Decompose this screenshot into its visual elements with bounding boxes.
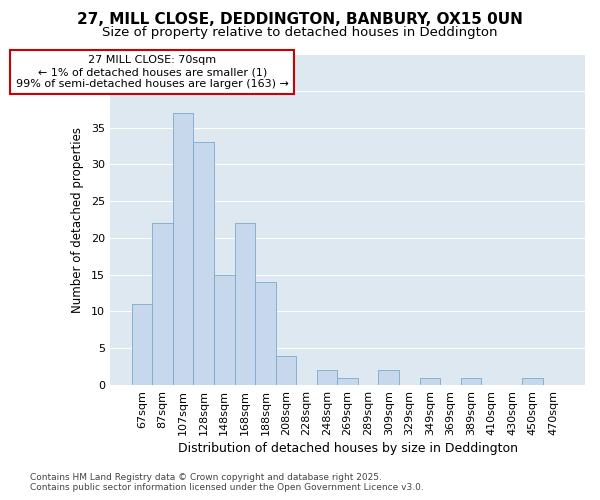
- Bar: [419, 378, 440, 385]
- Bar: [317, 370, 337, 385]
- Bar: [214, 274, 235, 385]
- Bar: [523, 378, 543, 385]
- Text: Size of property relative to detached houses in Deddington: Size of property relative to detached ho…: [102, 26, 498, 39]
- Bar: [173, 113, 193, 385]
- Bar: [132, 304, 152, 385]
- Text: Contains HM Land Registry data © Crown copyright and database right 2025.
Contai: Contains HM Land Registry data © Crown c…: [30, 473, 424, 492]
- Y-axis label: Number of detached properties: Number of detached properties: [71, 126, 84, 312]
- Bar: [337, 378, 358, 385]
- Bar: [193, 142, 214, 385]
- Bar: [235, 223, 255, 385]
- Bar: [255, 282, 275, 385]
- Bar: [275, 356, 296, 385]
- Bar: [152, 223, 173, 385]
- Bar: [379, 370, 399, 385]
- X-axis label: Distribution of detached houses by size in Deddington: Distribution of detached houses by size …: [178, 442, 518, 455]
- Text: 27 MILL CLOSE: 70sqm
← 1% of detached houses are smaller (1)
99% of semi-detache: 27 MILL CLOSE: 70sqm ← 1% of detached ho…: [16, 56, 289, 88]
- Bar: [461, 378, 481, 385]
- Text: 27, MILL CLOSE, DEDDINGTON, BANBURY, OX15 0UN: 27, MILL CLOSE, DEDDINGTON, BANBURY, OX1…: [77, 12, 523, 28]
